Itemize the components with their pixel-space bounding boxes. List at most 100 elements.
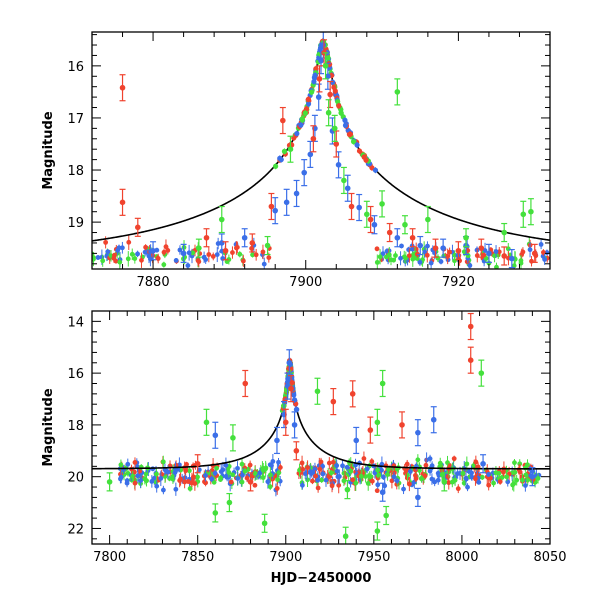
noise-point bbox=[319, 477, 325, 483]
series-0-point bbox=[415, 429, 421, 436]
noise-point bbox=[523, 472, 529, 478]
series-1-point bbox=[242, 380, 249, 387]
noise-point bbox=[423, 462, 429, 468]
noise-point bbox=[160, 487, 166, 493]
series-1-point bbox=[467, 357, 474, 363]
noise-point bbox=[406, 247, 412, 253]
series-0-point bbox=[486, 250, 492, 257]
noise-point bbox=[143, 244, 149, 250]
noise-point bbox=[159, 471, 165, 477]
noise-point bbox=[161, 249, 167, 255]
series-0-point bbox=[283, 199, 290, 206]
noise-point bbox=[266, 255, 272, 261]
noise-point bbox=[261, 466, 266, 472]
y-tick-label: 16 bbox=[67, 367, 84, 382]
series-0-point bbox=[272, 207, 279, 214]
series-2-point bbox=[331, 125, 338, 132]
noise-point bbox=[239, 479, 245, 485]
series-0-point bbox=[315, 94, 322, 100]
noise-point bbox=[463, 475, 469, 481]
series-0-point bbox=[325, 73, 331, 80]
noise-point bbox=[491, 480, 496, 486]
noise-point bbox=[465, 484, 470, 490]
event-point bbox=[299, 116, 305, 122]
series-1-point bbox=[409, 234, 416, 241]
noise-point bbox=[385, 467, 391, 472]
noise-point bbox=[375, 467, 381, 473]
noise-point bbox=[542, 257, 548, 262]
plot-area bbox=[92, 312, 550, 544]
noise-point bbox=[235, 476, 241, 481]
event-point bbox=[311, 78, 317, 85]
noise-point bbox=[154, 483, 160, 489]
noise-point bbox=[381, 474, 386, 480]
series-2-point bbox=[106, 479, 113, 485]
noise-point bbox=[522, 483, 528, 488]
noise-point bbox=[252, 482, 258, 488]
series-1-point bbox=[478, 245, 485, 251]
series-2-point bbox=[218, 216, 225, 223]
series-2-point bbox=[402, 221, 408, 228]
noise-point bbox=[514, 477, 520, 483]
noise-point bbox=[374, 488, 380, 494]
event-point bbox=[308, 89, 315, 95]
noise-point bbox=[437, 460, 443, 466]
series-0-point bbox=[286, 359, 293, 366]
noise-point bbox=[267, 484, 273, 490]
noise-point bbox=[92, 255, 96, 260]
series-0-point bbox=[356, 204, 362, 211]
series-0-point bbox=[353, 437, 360, 444]
series-2-point bbox=[322, 63, 329, 69]
event-point bbox=[312, 72, 318, 78]
noise-point bbox=[185, 479, 191, 484]
x-tick-label: 7880 bbox=[137, 275, 170, 290]
noise-point bbox=[226, 257, 232, 262]
series-2-point bbox=[230, 435, 236, 441]
event-point bbox=[372, 167, 379, 173]
noise-point bbox=[445, 253, 451, 259]
series-2-point bbox=[379, 380, 386, 387]
event-point bbox=[350, 139, 357, 145]
noise-point bbox=[369, 459, 375, 464]
series-2-point bbox=[314, 388, 321, 395]
noise-point bbox=[186, 250, 192, 256]
noise-point bbox=[447, 249, 453, 255]
series-0-point bbox=[301, 169, 308, 176]
noise-point bbox=[512, 460, 517, 466]
series-1-point bbox=[119, 199, 126, 206]
series-1-point bbox=[203, 234, 210, 241]
noise-point bbox=[132, 256, 138, 261]
noise-point bbox=[185, 263, 191, 268]
noise-point bbox=[344, 464, 350, 470]
noise-point bbox=[320, 471, 326, 477]
x-tick-label: 7850 bbox=[181, 550, 214, 565]
noise-point bbox=[358, 473, 364, 479]
series-1-point bbox=[399, 422, 405, 428]
noise-point bbox=[305, 477, 310, 483]
y-tick-label: 19 bbox=[67, 216, 84, 231]
noise-point bbox=[435, 477, 441, 483]
noise-point bbox=[186, 468, 192, 474]
noise-point bbox=[505, 479, 511, 485]
noise-point bbox=[535, 475, 541, 481]
series-0-point bbox=[335, 162, 342, 168]
noise-point bbox=[483, 255, 489, 261]
noise-point bbox=[172, 470, 178, 475]
noise-point bbox=[304, 470, 310, 476]
noise-point bbox=[510, 482, 516, 488]
noise-point bbox=[252, 470, 258, 476]
series-2-point bbox=[287, 146, 294, 152]
noise-point bbox=[117, 259, 123, 265]
noise-point bbox=[329, 483, 335, 489]
noise-point bbox=[391, 474, 397, 480]
noise-point bbox=[191, 474, 196, 480]
noise-point bbox=[178, 476, 183, 482]
series-0-point bbox=[274, 437, 280, 444]
event-point bbox=[298, 122, 304, 128]
noise-point bbox=[223, 462, 229, 468]
series-2-point bbox=[325, 109, 332, 116]
noise-point bbox=[419, 476, 424, 482]
series-0-point bbox=[417, 242, 424, 249]
noise-point bbox=[455, 486, 461, 492]
series-1-point bbox=[119, 84, 126, 91]
